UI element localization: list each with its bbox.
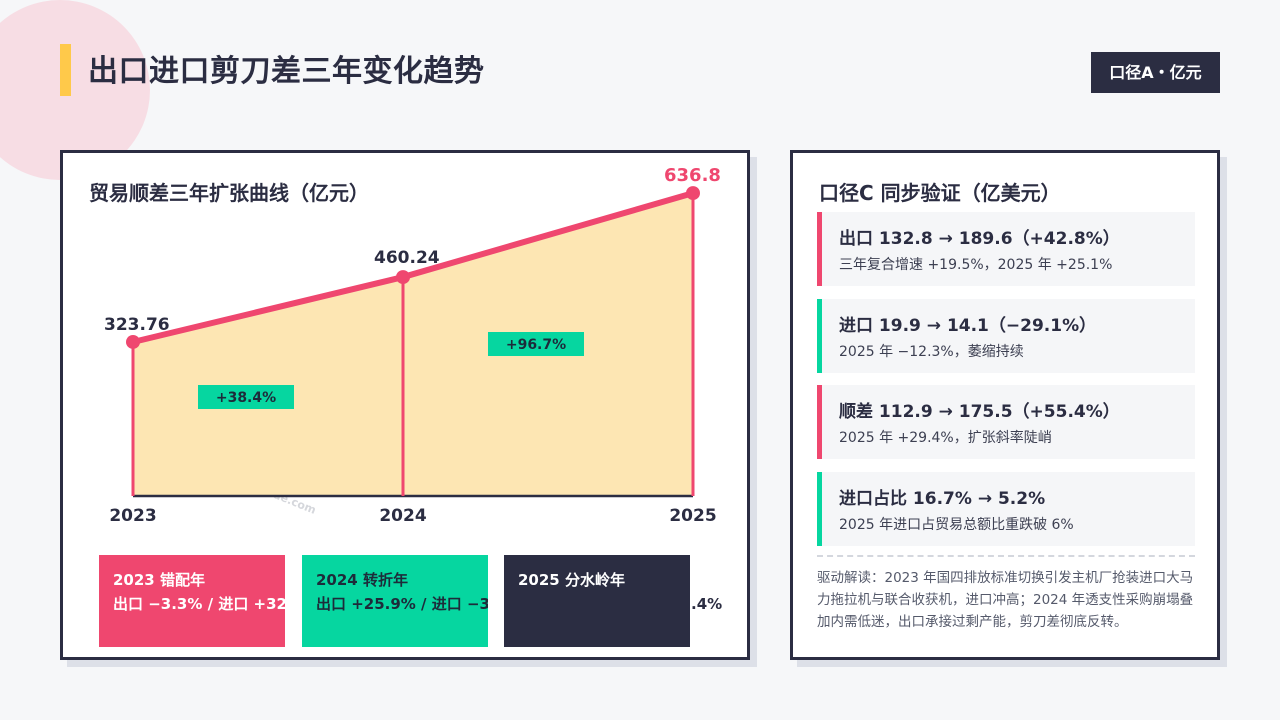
card-sub: 2025 年 +29.4%，扩张斜率陡峭 bbox=[839, 430, 1052, 446]
card-main: 顺差 112.9 → 175.5（+55.4%） bbox=[839, 402, 1120, 422]
metric-card-import-share: 进口占比 16.7% → 5.2% 2025 年进口占贸易总额比重跌破 6% bbox=[817, 472, 1195, 546]
x-tick-label-2025: 2025 bbox=[669, 506, 716, 526]
data-point-2025 bbox=[686, 186, 700, 201]
verification-panel: 口径C 同步验证（亿美元） 出口 132.8 → 189.6（+42.8%） 三… bbox=[790, 150, 1220, 660]
card-sub: 2025 年进口占贸易总额比重跌破 6% bbox=[839, 517, 1074, 533]
data-point-2023 bbox=[126, 334, 140, 349]
card-main: 进口 19.9 → 14.1（−29.1%） bbox=[839, 316, 1097, 336]
driver-explanation: 驱动解读：2023 年国四排放标准切换引发主机厂抢装进口大马力拖拉机与联合收获机… bbox=[817, 570, 1194, 630]
x-tick-label-2023: 2023 bbox=[109, 506, 156, 526]
card-sub: 2025 年 −12.3%，萎缩持续 bbox=[839, 344, 1024, 360]
growth-tag-label: +96.7% bbox=[506, 337, 566, 353]
phase-title: 2025 分水岭年 bbox=[518, 571, 625, 589]
card-main: 进口占比 16.7% → 5.2% bbox=[839, 489, 1046, 509]
area-fill bbox=[133, 193, 693, 496]
phase-text: 出口 +25.9% / 进口 −39.1% bbox=[316, 595, 488, 613]
growth-tag-bg bbox=[488, 332, 584, 356]
verification-title: 口径C 同步验证（亿美元） bbox=[819, 181, 1061, 205]
data-label-2025: 636.8 bbox=[664, 165, 721, 186]
area-chart: Report @ AIDataSlide.com 323.76460.24636… bbox=[104, 165, 721, 526]
phase-card-2024: 2024 转折年 出口 +25.9% / 进口 −39.1% bbox=[302, 555, 488, 647]
chart-title: 贸易顺差三年扩张曲线（亿元） bbox=[89, 181, 369, 205]
metric-card-export: 出口 132.8 → 189.6（+42.8%） 三年复合增速 +19.5%，2… bbox=[817, 212, 1195, 286]
growth-tag-label: +38.4% bbox=[216, 390, 276, 406]
title-accent-bar bbox=[60, 44, 71, 96]
growth-tag-bg bbox=[198, 385, 294, 409]
data-point-2024 bbox=[396, 270, 410, 285]
card-sub: 三年复合增速 +19.5%，2025 年 +25.1% bbox=[839, 257, 1113, 273]
page-title: 出口进口剪刀差三年变化趋势 bbox=[88, 54, 485, 89]
card-main: 出口 132.8 → 189.6（+42.8%） bbox=[839, 229, 1120, 249]
metric-card-surplus: 顺差 112.9 → 175.5（+55.4%） 2025 年 +29.4%，扩… bbox=[817, 385, 1195, 459]
x-tick-label-2024: 2024 bbox=[379, 506, 426, 526]
chart-panel: 贸易顺差三年扩张曲线（亿元） Report @ AIDataSlide.com … bbox=[60, 150, 750, 660]
phase-title: 2024 转折年 bbox=[316, 571, 408, 589]
phase-overflow-text: .4% bbox=[691, 595, 723, 613]
metric-card-import: 进口 19.9 → 14.1（−29.1%） 2025 年 −12.3%，萎缩持… bbox=[817, 299, 1195, 373]
phase-title: 2023 错配年 bbox=[113, 571, 205, 589]
data-label-2024: 460.24 bbox=[374, 248, 440, 268]
phase-card-2023: 2023 错配年 出口 −3.3% / 进口 +32.6% bbox=[99, 555, 285, 647]
unit-badge: 口径A・亿元 bbox=[1091, 52, 1220, 93]
dashed-divider bbox=[817, 555, 1195, 557]
phase-text: 出口 −3.3% / 进口 +32.6% bbox=[113, 595, 285, 613]
phase-card-2025: 2025 分水岭年 bbox=[504, 555, 690, 647]
data-label-2023: 323.76 bbox=[104, 315, 170, 335]
